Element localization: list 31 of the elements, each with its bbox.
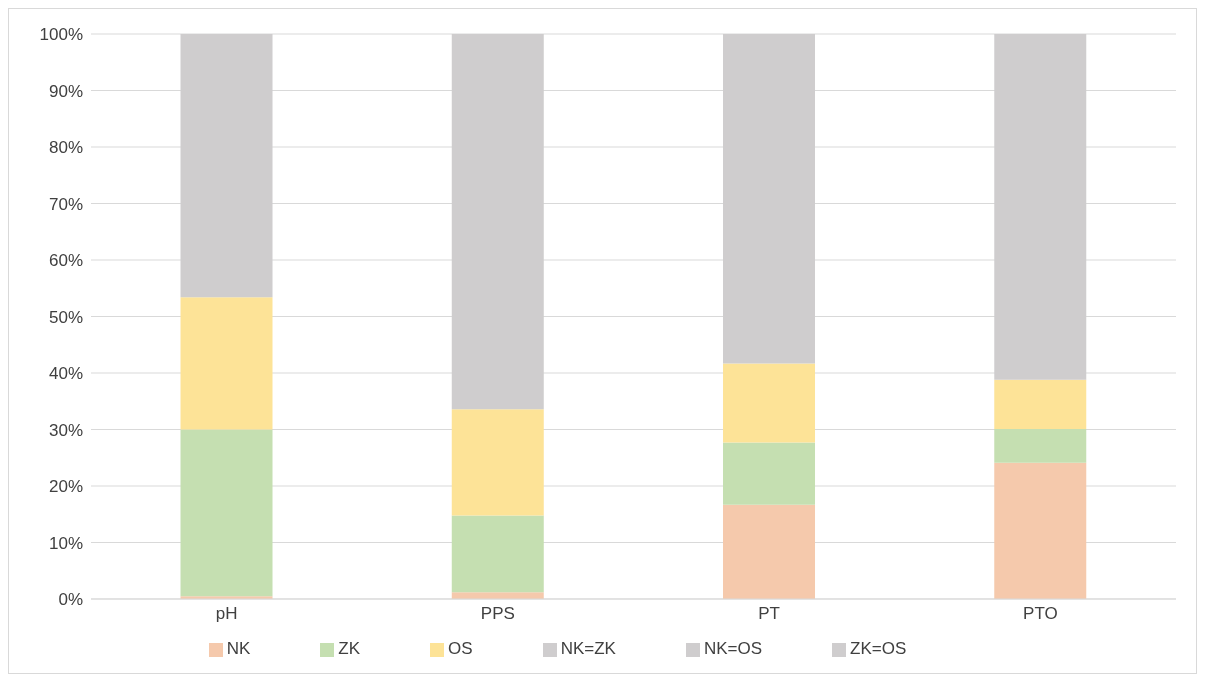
bar xyxy=(994,462,1087,599)
legend-label: ZK xyxy=(338,639,361,658)
bar xyxy=(451,515,544,593)
x-tick-label: pH xyxy=(215,604,238,624)
y-tick-label: 90% xyxy=(48,81,83,101)
legend-label: OS xyxy=(448,639,473,658)
bar xyxy=(723,363,816,443)
legend-label: NK=OS xyxy=(703,639,763,658)
x-tick-label: PPS xyxy=(480,604,515,624)
y-tick-label: 30% xyxy=(48,420,83,440)
legend-label: NK xyxy=(226,639,251,658)
bar xyxy=(994,379,1087,429)
bar xyxy=(180,297,273,430)
y-tick-label: 70% xyxy=(48,194,83,214)
y-tick-label: 60% xyxy=(48,251,83,271)
y-tick-label: 80% xyxy=(48,138,83,158)
y-tick-label: 0% xyxy=(58,590,83,610)
legend-label: ZK=OS xyxy=(850,639,907,658)
bar xyxy=(723,504,816,599)
y-tick-label: 50% xyxy=(48,307,83,327)
bar xyxy=(723,442,816,505)
y-tick-label: 10% xyxy=(48,533,83,553)
legend-label: NK=ZK xyxy=(560,639,616,658)
bar xyxy=(180,429,273,597)
bar xyxy=(994,428,1087,463)
y-tick-label: 40% xyxy=(48,364,83,384)
x-tick-label: PT xyxy=(758,604,780,624)
y-tick-label: 100% xyxy=(39,25,83,45)
y-tick-label: 20% xyxy=(48,477,83,497)
bar xyxy=(451,409,544,516)
x-tick-label: PTO xyxy=(1023,604,1058,624)
